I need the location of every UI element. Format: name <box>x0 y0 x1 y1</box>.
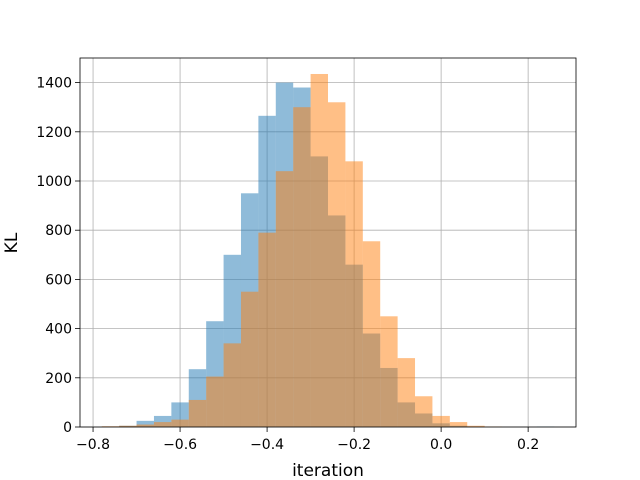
histogram-bar-series-2 <box>345 161 363 427</box>
plot-frame <box>79 57 577 428</box>
histogram-bar-series-2 <box>206 376 224 427</box>
y-tick-label: 1200 <box>36 125 72 141</box>
y-tick-label: 1400 <box>36 76 72 92</box>
y-tick-label: 200 <box>45 371 72 387</box>
histogram-bar-series-2 <box>449 422 468 427</box>
histogram-bar-series-2 <box>397 358 416 427</box>
histogram-bar-series-2 <box>380 316 398 427</box>
x-tick-label: 0.2 <box>517 437 539 453</box>
histogram-bar-series-2 <box>153 422 172 427</box>
histogram-bar-series-1 <box>153 415 172 427</box>
histogram-bar-series-2 <box>328 102 346 427</box>
y-tick-label: 600 <box>45 272 72 288</box>
histogram-bar-series-2 <box>188 399 207 427</box>
x-tick-label: −0.8 <box>76 437 110 453</box>
histogram-bars <box>101 73 555 428</box>
y-tick-label: 0 <box>63 420 72 436</box>
histogram-bar-series-1 <box>136 420 154 427</box>
x-tick-label: 0.0 <box>430 437 452 453</box>
histogram-bar-series-2 <box>467 425 485 427</box>
x-tick-label: −0.4 <box>250 437 284 453</box>
x-tick-label: −0.2 <box>337 437 371 453</box>
histogram-bar-series-2 <box>119 425 137 427</box>
histogram-bar-series-2 <box>293 107 311 427</box>
x-axis-ticks: −0.8 −0.6 −0.4 −0.2 0.0 0.2 <box>76 427 539 453</box>
histogram-bar-series-2 <box>136 424 154 427</box>
histogram-bar-series-2 <box>240 291 259 427</box>
histogram-bar-series-2 <box>275 171 294 427</box>
histogram-bar-series-2 <box>432 415 450 427</box>
y-axis-title: KL <box>2 232 22 253</box>
x-axis-title: iteration <box>292 461 364 480</box>
y-tick-label: 400 <box>45 322 72 338</box>
histogram-bar-series-2 <box>258 232 276 427</box>
histogram-bar-series-2 <box>171 419 189 427</box>
x-tick-label: −0.6 <box>163 437 197 453</box>
histogram-bar-series-2 <box>223 343 241 427</box>
histogram-bar-series-2 <box>362 241 381 427</box>
y-tick-label: 800 <box>45 223 72 239</box>
histogram-bar-series-2 <box>310 73 328 428</box>
y-tick-label: 1000 <box>36 174 72 190</box>
y-axis-ticks: 0 200 400 600 800 1000 1200 1400 <box>36 76 80 436</box>
histogram-bar-series-2 <box>415 396 433 427</box>
